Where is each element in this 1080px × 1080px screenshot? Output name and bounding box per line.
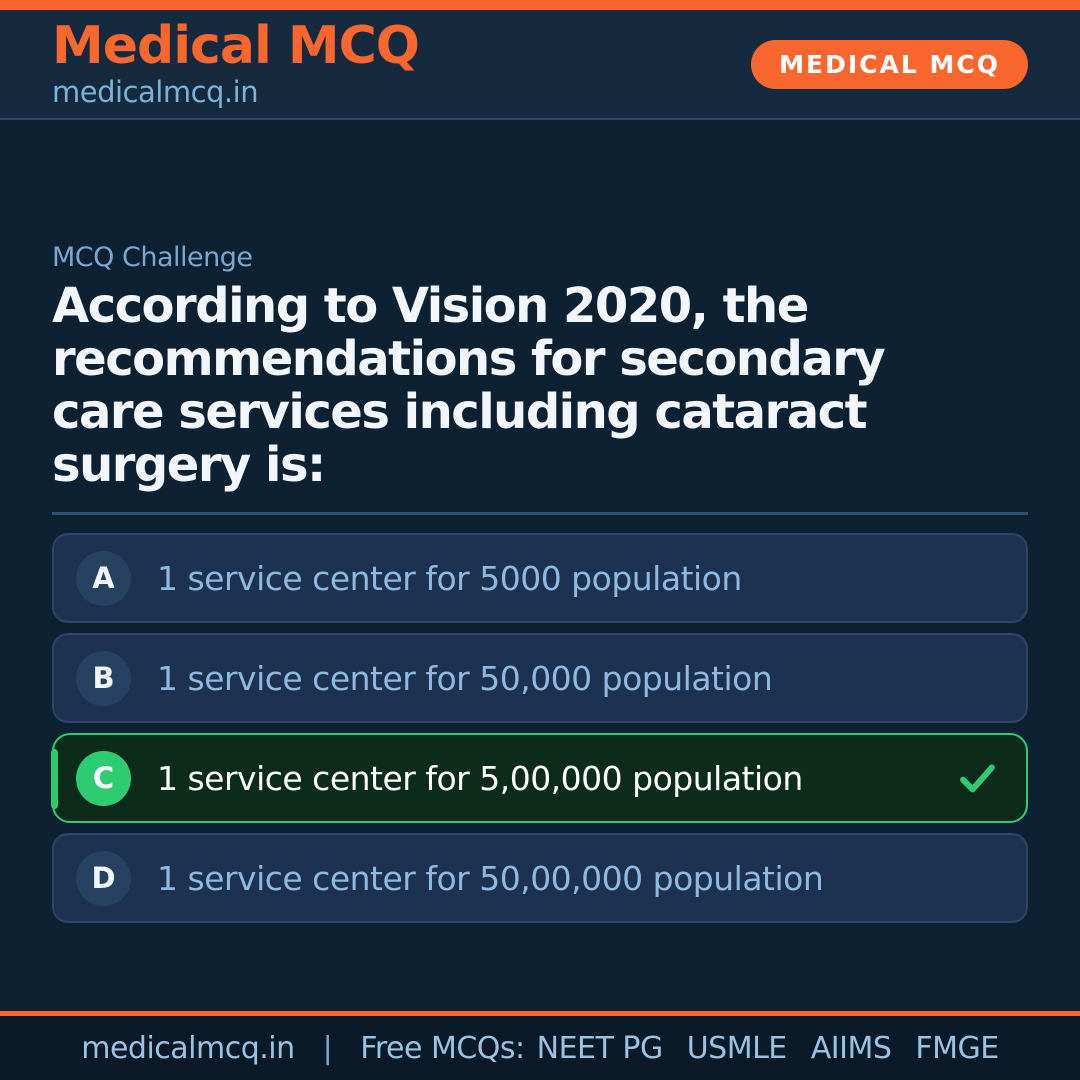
footer-exam: NEET PG	[536, 1030, 664, 1066]
kicker-label: MCQ Challenge	[52, 242, 253, 273]
footer-exam: FMGE	[915, 1030, 999, 1066]
option-a-letter-bubble: A	[76, 550, 131, 606]
footer-free-label: Free MCQs:	[360, 1030, 525, 1066]
main-content: MCQ Challenge According to Vision 2020, …	[0, 120, 1080, 1011]
option-d-label: 1 service center for 50,00,000 populatio…	[157, 858, 824, 898]
question-line: surgery is:	[52, 437, 326, 493]
option-a[interactable]: A 1 service center for 5000 population	[52, 533, 1028, 623]
option-a-label: 1 service center for 5000 population	[157, 558, 742, 598]
option-b-label: 1 service center for 50,000 population	[157, 658, 773, 698]
options-list: A 1 service center for 5000 population B…	[51, 533, 1028, 923]
brand-title: Medical MCQ	[52, 16, 420, 77]
option-c-letter-bubble: C	[76, 750, 131, 806]
question-text: According to Vision 2020, the recommenda…	[52, 280, 1028, 492]
footer-accent-line	[0, 1011, 1080, 1016]
footer-exams-list: NEET PG USMLE AIIMS FMGE	[536, 1030, 1000, 1066]
footer-free-mcqs: Free MCQs: NEET PG USMLE AIIMS FMGE	[360, 1031, 999, 1066]
option-d-letter-bubble: D	[76, 850, 131, 906]
footer: medicalmcq.in | Free MCQs: NEET PG USMLE…	[0, 1016, 1080, 1080]
check-icon	[956, 757, 998, 799]
footer-exam: USMLE	[686, 1030, 788, 1066]
brand-block: Medical MCQ medicalmcq.in	[52, 16, 420, 109]
divider	[52, 512, 1028, 515]
footer-exam: AIIMS	[810, 1030, 892, 1066]
question-line: According to Vision 2020, the	[52, 278, 809, 334]
option-b[interactable]: B 1 service center for 50,000 population	[52, 633, 1028, 723]
option-d[interactable]: D 1 service center for 50,00,000 populat…	[52, 833, 1028, 923]
question-line: recommendations for secondary	[52, 331, 886, 387]
header: Medical MCQ medicalmcq.in MEDICAL MCQ	[0, 10, 1080, 120]
brand-badge: MEDICAL MCQ	[751, 39, 1028, 89]
top-accent-bar	[0, 0, 1080, 10]
footer-separator: |	[322, 1030, 333, 1066]
brand-site-url: medicalmcq.in	[52, 74, 259, 109]
footer-site-url: medicalmcq.in	[81, 1030, 295, 1066]
selected-accent-bar	[51, 749, 58, 809]
question-line: care services including cataract	[52, 384, 868, 440]
option-c-label: 1 service center for 5,00,000 population	[157, 758, 803, 798]
option-b-letter-bubble: B	[76, 650, 131, 706]
option-c-selected[interactable]: C 1 service center for 5,00,000 populati…	[51, 733, 1028, 823]
